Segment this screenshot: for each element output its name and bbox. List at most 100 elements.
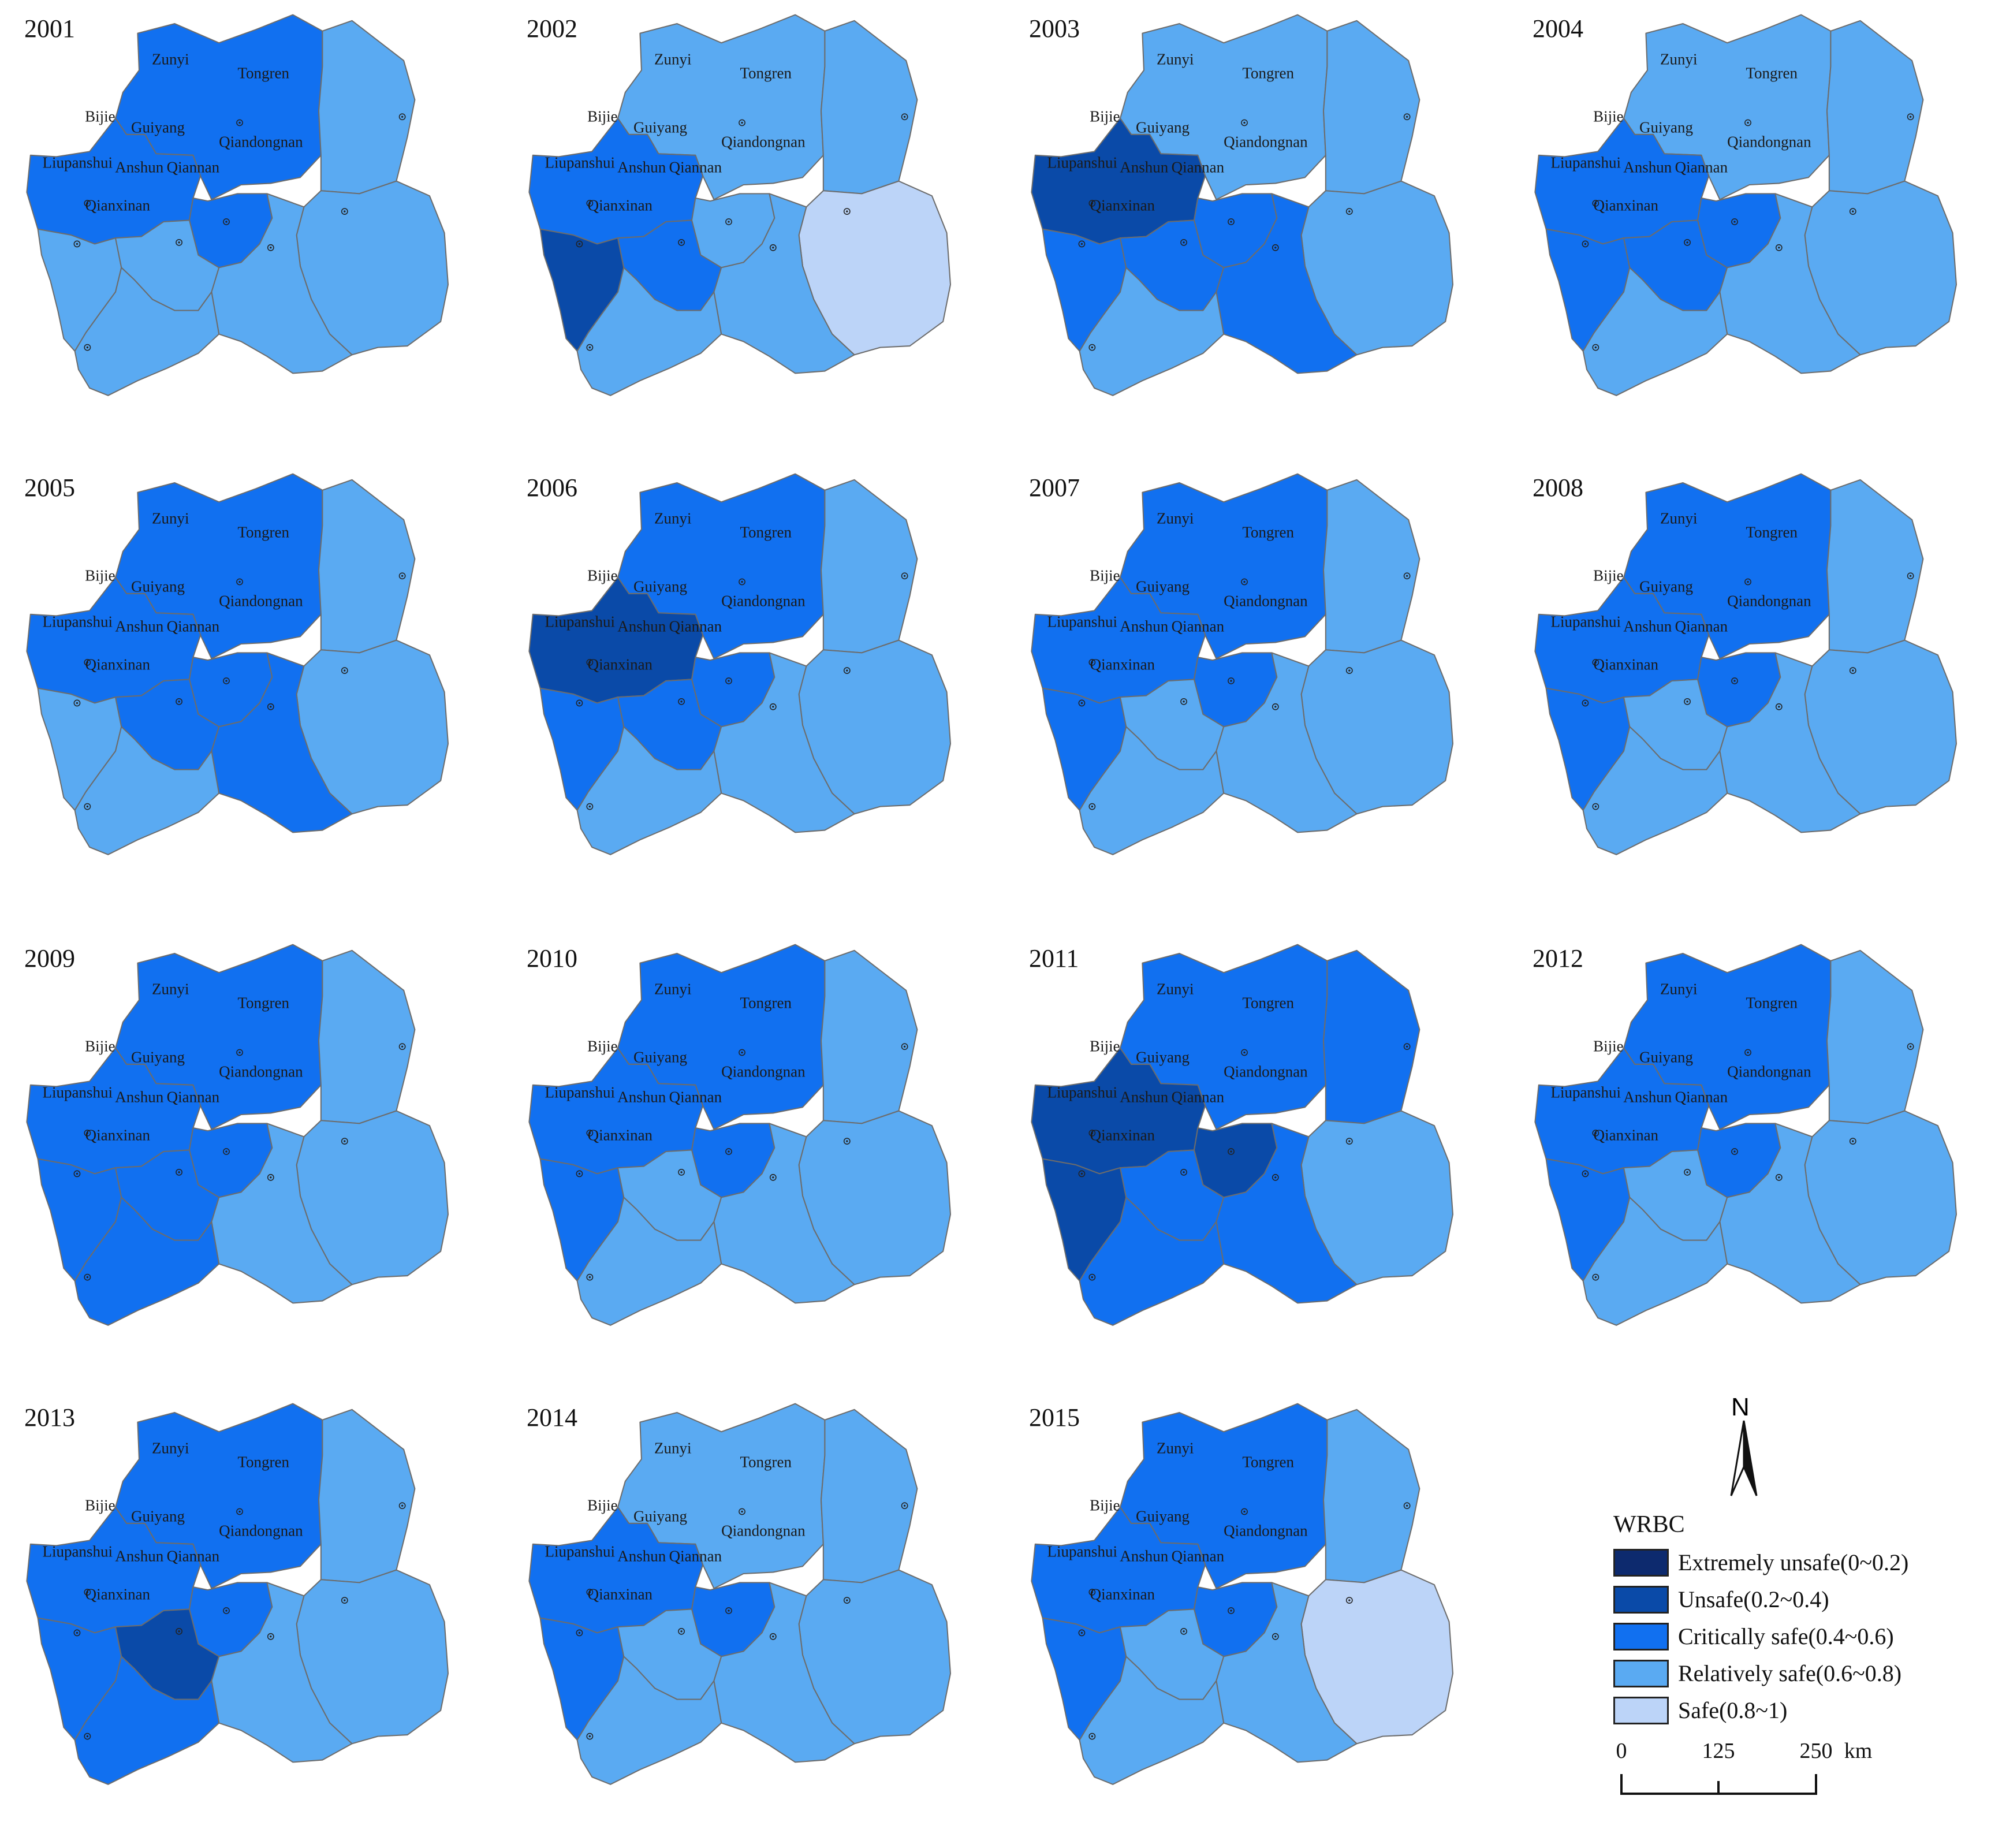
city-marker-icon	[769, 1633, 777, 1640]
province-map	[26, 14, 449, 396]
region-label-tongren: Tongren	[237, 1453, 290, 1471]
legend-label: Critically safe(0.4~0.6)	[1678, 1623, 1894, 1649]
city-marker-icon	[1775, 244, 1783, 251]
city-marker-icon	[1180, 1627, 1187, 1635]
map-panel-2015: 2015 Zunyi Tongren Bijie Guiyang Qiandongnan L…	[1005, 1389, 1506, 1848]
province-map	[26, 944, 449, 1326]
region-label-tongren: Tongren	[1242, 523, 1295, 541]
map-panel-2006: 2006 Zunyi Tongren Bijie Guiyang Qiandongnan L…	[502, 459, 1004, 918]
city-marker-icon	[176, 698, 182, 705]
map-panel-2009: 2009 Zunyi Tongren Bijie Guiyang Qiandongnan L…	[0, 930, 501, 1389]
map-year-label: 2009	[24, 944, 75, 973]
region-label-liupanshui: Liupanshui	[1550, 1083, 1621, 1101]
legend-swatch	[1613, 1697, 1669, 1724]
region-tongren	[318, 479, 416, 654]
region-qianxinan	[1582, 726, 1728, 855]
region-label-qiannan: Qiannan	[1675, 617, 1728, 635]
city-marker-icon	[576, 699, 583, 707]
region-label-qiannan: Qiannan	[166, 1088, 220, 1106]
region-label-tongren: Tongren	[1746, 994, 1798, 1012]
region-label-guiyang: Guiyang	[130, 1507, 185, 1525]
region-qianxinan	[1079, 267, 1225, 396]
city-marker-icon	[236, 1508, 243, 1515]
province-map	[1534, 944, 1957, 1326]
region-label-tongren: Tongren	[1746, 64, 1798, 82]
region-qianxinan	[576, 267, 722, 396]
region-label-qiannan: Qiannan	[669, 617, 722, 635]
region-label-qiandongnan: Qiandongnan	[1727, 592, 1811, 610]
map-panel-2012: 2012 Zunyi Tongren Bijie Guiyang Qiandongnan L…	[1508, 930, 2006, 1389]
region-tongren	[1826, 479, 1924, 654]
region-label-bijie: Bijie	[1090, 567, 1120, 584]
region-tongren	[1826, 20, 1924, 195]
region-label-bijie: Bijie	[85, 1037, 115, 1055]
region-label-zunyi: Zunyi	[654, 509, 692, 527]
region-label-bijie: Bijie	[1090, 107, 1120, 125]
map-panel-2007: 2007 Zunyi Tongren Bijie Guiyang Qiandongnan L…	[1005, 459, 1506, 918]
city-marker-icon	[576, 1170, 583, 1178]
city-marker-icon	[1582, 699, 1589, 707]
city-marker-icon	[586, 344, 594, 351]
city-marker-icon	[678, 698, 685, 705]
legend-label: Unsafe(0.2~0.4)	[1678, 1586, 1829, 1612]
region-label-zunyi: Zunyi	[654, 50, 692, 68]
legend-label: Extremely unsafe(0~0.2)	[1678, 1549, 1909, 1575]
region-label-qianxinan: Qianxinan	[1090, 1126, 1155, 1144]
city-marker-icon	[1592, 1273, 1599, 1281]
province-map	[26, 1403, 449, 1785]
city-marker-icon	[1272, 703, 1279, 710]
region-label-zunyi: Zunyi	[654, 980, 692, 998]
region-label-liupanshui: Liupanshui	[545, 613, 615, 631]
region-label-zunyi: Zunyi	[1156, 1439, 1194, 1457]
region-tongren	[1322, 1409, 1420, 1584]
region-label-qiandongnan: Qiandongnan	[1224, 1063, 1308, 1081]
region-label-qiandongnan: Qiandongnan	[1224, 592, 1308, 610]
city-marker-icon	[1228, 218, 1235, 225]
city-marker-icon	[1241, 1508, 1248, 1515]
city-marker-icon	[398, 113, 406, 121]
city-marker-icon	[1180, 698, 1187, 705]
city-marker-icon	[1078, 1170, 1086, 1178]
map-panel-2013: 2013 Zunyi Tongren Bijie Guiyang Qiandongnan L…	[0, 1389, 501, 1848]
scale-tick-125: 125	[1702, 1739, 1735, 1763]
region-label-bijie: Bijie	[1593, 567, 1624, 584]
city-marker-icon	[1731, 677, 1738, 684]
region-label-bijie: Bijie	[1090, 1037, 1120, 1055]
province-map	[528, 14, 952, 396]
city-marker-icon	[678, 1168, 685, 1176]
city-marker-icon	[176, 1168, 182, 1176]
region-label-qianxinan: Qianxinan	[1593, 655, 1659, 673]
city-marker-icon	[1078, 699, 1086, 707]
city-marker-icon	[1078, 1629, 1086, 1637]
region-label-qiannan: Qiannan	[166, 158, 220, 176]
region-label-anshun: Anshun	[1623, 158, 1672, 176]
city-marker-icon	[725, 677, 732, 684]
city-marker-icon	[1228, 1607, 1235, 1614]
city-marker-icon	[267, 1173, 274, 1181]
region-label-qianxinan: Qianxinan	[85, 196, 151, 214]
region-label-guiyang: Guiyang	[1135, 578, 1190, 595]
region-label-qianxinan: Qianxinan	[85, 1126, 151, 1144]
city-marker-icon	[84, 344, 91, 351]
region-label-zunyi: Zunyi	[1660, 980, 1698, 998]
city-marker-icon	[1592, 803, 1599, 810]
city-marker-icon	[1731, 1148, 1738, 1155]
city-marker-icon	[84, 1589, 91, 1596]
city-marker-icon	[1403, 113, 1411, 121]
region-label-zunyi: Zunyi	[151, 509, 189, 527]
region-label-tongren: Tongren	[740, 64, 792, 82]
region-label-qiannan: Qiannan	[1171, 1547, 1225, 1565]
city-marker-icon	[223, 1607, 230, 1614]
region-label-bijie: Bijie	[587, 1496, 618, 1514]
region-label-qianxinan: Qianxinan	[587, 655, 653, 673]
city-marker-icon	[236, 1049, 243, 1056]
region-label-tongren: Tongren	[1242, 64, 1295, 82]
region-label-tongren: Tongren	[740, 994, 792, 1012]
city-marker-icon	[769, 1173, 777, 1181]
region-tongren	[820, 479, 918, 654]
region-label-guiyang: Guiyang	[1135, 1507, 1190, 1525]
city-marker-icon	[398, 572, 406, 580]
region-label-anshun: Anshun	[617, 1088, 666, 1106]
city-marker-icon	[1403, 1043, 1411, 1050]
city-marker-icon	[586, 659, 594, 666]
